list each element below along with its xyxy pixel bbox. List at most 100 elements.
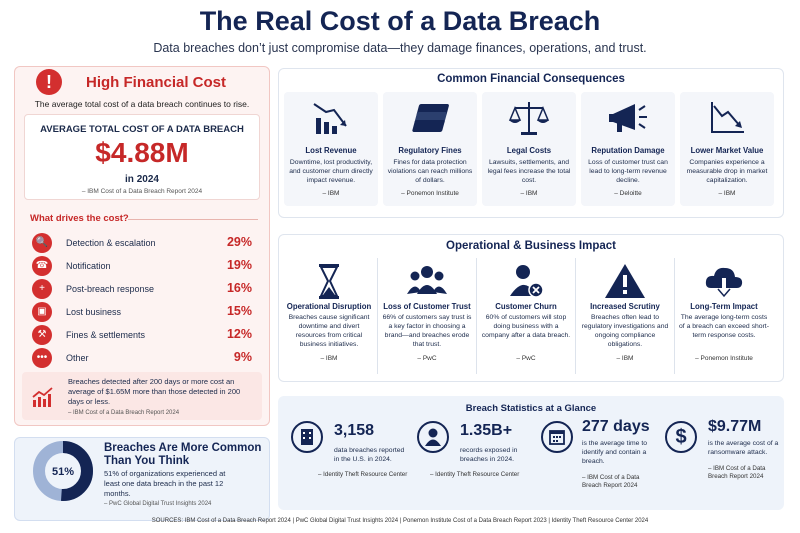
card-title: Lost Revenue xyxy=(305,146,357,155)
impact-card: Increased Scrutiny Breaches often lead t… xyxy=(578,256,672,376)
stat-value: 3,158 xyxy=(334,422,375,439)
impact-card: Long-Term Impact The average long-term c… xyxy=(677,256,771,376)
driver-label: Post-breach response xyxy=(66,284,155,294)
driver-label: Detection & escalation xyxy=(66,238,156,248)
card-text: Companies experience a measurable drop i… xyxy=(686,159,768,184)
financial-cost-subtitle: The average total cost of a data breach … xyxy=(34,99,250,109)
consequence-card: Lower Market Value Companies experience … xyxy=(680,92,774,206)
financial-cost-title: High Financial Cost xyxy=(86,74,227,91)
stat-text: data breaches reported in the U.S. in 20… xyxy=(334,447,405,463)
gavel-icon: ⚒ xyxy=(32,325,52,345)
card-text: Loss of customer trust can lead to long-… xyxy=(588,159,668,184)
card-source: – Deloitte xyxy=(614,190,642,197)
stat-source: – Identity Theft Resource Center xyxy=(318,471,408,478)
driver-percent: 12% xyxy=(226,327,252,341)
headset-icon: ☎ xyxy=(32,256,52,276)
search-icon: 🔍 xyxy=(32,233,52,253)
impact-card: Operational Disruption Breaches cause si… xyxy=(282,256,376,376)
average-cost-label: AVERAGE TOTAL COST OF A DATA BREACH xyxy=(40,124,244,135)
more-icon: ••• xyxy=(32,348,52,368)
average-cost-value: $4.88M xyxy=(95,137,189,168)
average-cost-source: – IBM Cost of a Data Breach Report 2024 xyxy=(81,188,203,195)
people-group-icon xyxy=(407,266,447,294)
percent-donut: 51% xyxy=(33,441,93,501)
card-title: Increased Scrutiny xyxy=(590,302,660,311)
page-subtitle: Data breaches don’t just compromise data… xyxy=(153,41,647,55)
driver-percent: 9% xyxy=(233,350,252,364)
impact-card: Loss of Customer Trust 66% of customers … xyxy=(380,256,474,376)
consequence-card: Reputation Damage Loss of customer trust… xyxy=(581,92,675,206)
detection-note-box xyxy=(22,372,262,420)
financial-consequences-title: Common Financial Consequences xyxy=(437,73,625,85)
card-title: Customer Churn xyxy=(495,302,557,311)
stat-text: is the average time to identify and cont… xyxy=(582,440,647,465)
stat-source: – Identity Theft Resource Center xyxy=(430,471,520,478)
stat-source: – IBM Cost of a Data Breach Report 2024 xyxy=(708,465,766,480)
breach-statistics-title: Breach Statistics at a Glance xyxy=(465,403,597,414)
card-title: Operational Disruption xyxy=(286,302,372,311)
driver-label: Lost business xyxy=(66,307,122,317)
card-source: – IBM xyxy=(322,190,340,197)
stat-source: – IBM Cost of a Data Breach Report 2024 xyxy=(582,474,640,489)
divider xyxy=(377,258,378,374)
declining-chart-icon xyxy=(313,103,347,134)
falling-line-icon xyxy=(711,102,744,133)
stat-value: $9.77M xyxy=(708,418,762,435)
dollar-icon: $ xyxy=(665,421,697,453)
calendar-icon xyxy=(541,421,573,453)
card-title: Legal Costs xyxy=(506,146,552,155)
breach-frequency-source: – PwC Global Digital Trust Insights 2024 xyxy=(104,501,212,507)
drivers-title: What drives the cost? xyxy=(30,213,129,224)
card-title: Regulatory Fines xyxy=(398,146,462,155)
stat-text: records exposed in breaches in 2024. xyxy=(460,447,518,463)
card-title: Reputation Damage xyxy=(591,146,665,155)
card-source: – Ponemon Institute xyxy=(695,355,753,362)
card-text: 66% of customers say trust is a key fact… xyxy=(382,314,472,348)
average-cost-box xyxy=(24,114,260,200)
card-source: – IBM xyxy=(616,355,634,362)
card-source: – PwC xyxy=(516,355,536,362)
rising-chart-icon xyxy=(32,387,53,407)
divider xyxy=(575,258,576,374)
alert-icon: ! xyxy=(36,69,62,95)
card-title: Long-Term Impact xyxy=(690,302,758,311)
card-text: Downtime, lost productivity, and custome… xyxy=(289,159,373,184)
stat-value: 277 days xyxy=(582,418,650,435)
card-title: Loss of Customer Trust xyxy=(383,302,471,311)
average-cost-year: in 2024 xyxy=(125,174,159,185)
card-source: – IBM xyxy=(520,190,538,197)
card-title: Lower Market Value xyxy=(690,146,764,155)
card-source: – PwC xyxy=(417,355,437,362)
scales-icon xyxy=(508,102,550,135)
user-remove-icon xyxy=(510,265,544,298)
hourglass-icon xyxy=(319,264,339,299)
donut-label: 51% xyxy=(52,466,74,478)
driver-percent: 15% xyxy=(226,304,252,318)
divider xyxy=(128,219,258,220)
card-text: Fines for data protection violations can… xyxy=(387,159,473,184)
driver-percent: 29% xyxy=(226,235,252,249)
cloud-download-icon xyxy=(705,267,743,298)
card-text: Breaches cause significant downtime and … xyxy=(288,314,370,348)
consequence-card: Lost Revenue Downtime, lost productivity… xyxy=(284,92,378,206)
card-text: 60% of customers will stop doing busines… xyxy=(481,314,571,339)
stat-text: is the average cost of a ransomware atta… xyxy=(708,440,779,456)
breach-frequency-text: 51% of organizations experienced at leas… xyxy=(104,469,226,498)
driver-label: Fines & settlements xyxy=(66,330,146,340)
first-aid-icon: + xyxy=(32,279,52,299)
card-source: – IBM xyxy=(320,355,338,362)
consequence-card: Regulatory Fines Fines for data protecti… xyxy=(383,92,477,206)
consequence-card: Legal Costs Lawsuits, settlements, and l… xyxy=(482,92,576,206)
divider xyxy=(674,258,675,374)
breach-statistics-section xyxy=(278,396,784,510)
driver-percent: 16% xyxy=(226,281,252,295)
card-source: – IBM xyxy=(718,190,736,197)
donut-fill xyxy=(33,441,93,501)
page-title: The Real Cost of a Data Breach xyxy=(199,6,601,36)
sources-footer: SOURCES: IBM Cost of a Data Breach Repor… xyxy=(151,518,649,524)
user-icon xyxy=(417,421,449,453)
money-stack-icon xyxy=(412,104,449,132)
breach-frequency-title: Breaches Are More Common Than You Think xyxy=(104,442,262,467)
warning-icon xyxy=(605,264,645,298)
card-text: Lawsuits, settlements, and legal fees in… xyxy=(487,159,571,184)
